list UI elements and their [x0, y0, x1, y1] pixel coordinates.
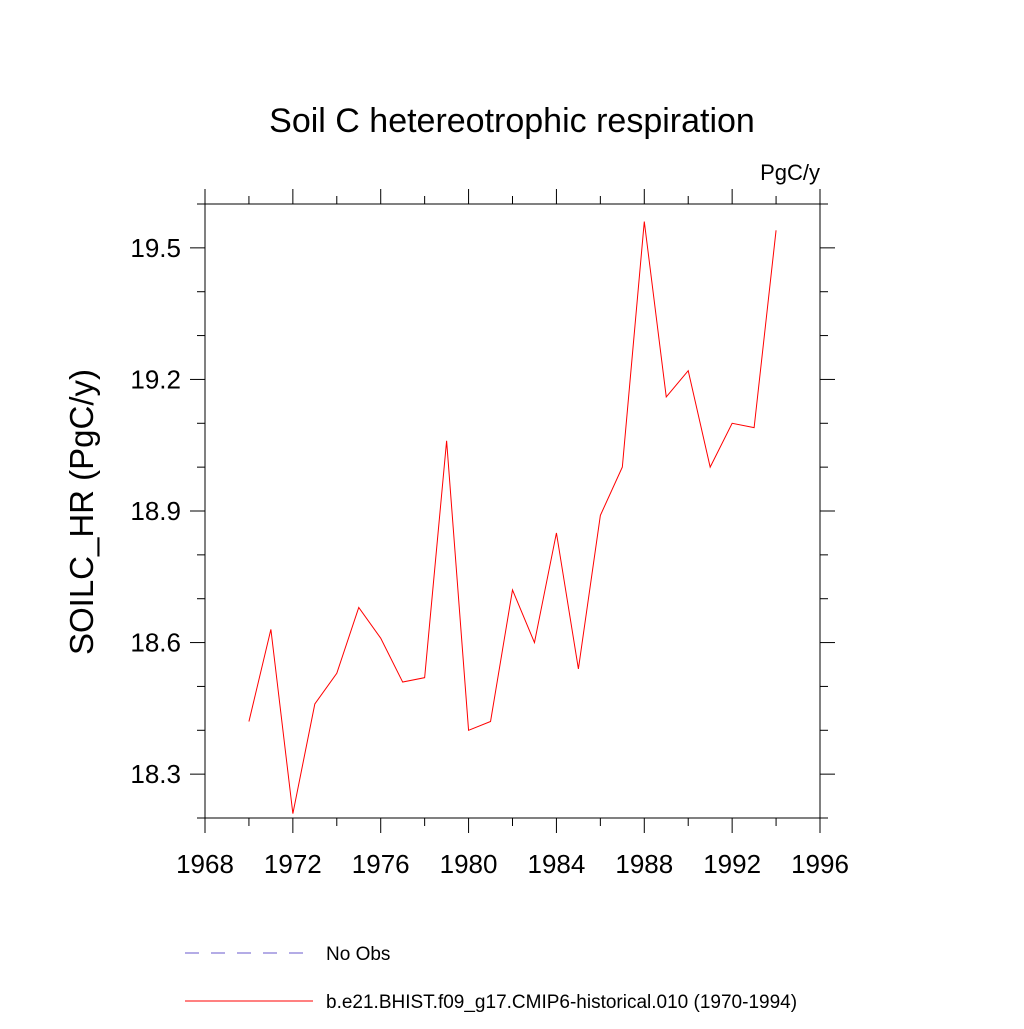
- chart-title: Soil C hetereotrophic respiration: [269, 102, 755, 140]
- plot-area: [249, 222, 776, 814]
- x-tick-label: 1984: [528, 849, 586, 879]
- x-tick-label: 1992: [703, 849, 761, 879]
- legend-label: b.e21.BHIST.f09_g17.CMIP6-historical.010…: [326, 992, 797, 1013]
- x-tick-label: 1976: [352, 849, 410, 879]
- x-tick-label: 1968: [176, 849, 234, 879]
- x-tick-label: 1996: [791, 849, 849, 879]
- plot-frame: [205, 204, 820, 818]
- x-tick-label: 1972: [264, 849, 322, 879]
- units-label: PgC/y: [760, 160, 820, 185]
- legend: No Obs b.e21.BHIST.f09_g17.CMIP6-historic…: [185, 944, 797, 1013]
- y-tick-label: 19.5: [130, 233, 181, 263]
- y-tick-label: 18.6: [130, 628, 181, 658]
- x-tick-label: 1988: [615, 849, 673, 879]
- legend-label: No Obs: [326, 944, 390, 965]
- axes: 1968 1972 1976 1980 1984 1988 1992 1996 18.3 18.6…: [130, 189, 849, 879]
- x-tick-label: 1980: [440, 849, 498, 879]
- series-line: [249, 222, 776, 814]
- y-tick-label: 18.3: [130, 759, 181, 789]
- y-tick-label: 19.2: [130, 364, 181, 394]
- y-tick-label: 18.9: [130, 496, 181, 526]
- y-axis-label: SOILC_HR (PgC/y): [63, 369, 100, 655]
